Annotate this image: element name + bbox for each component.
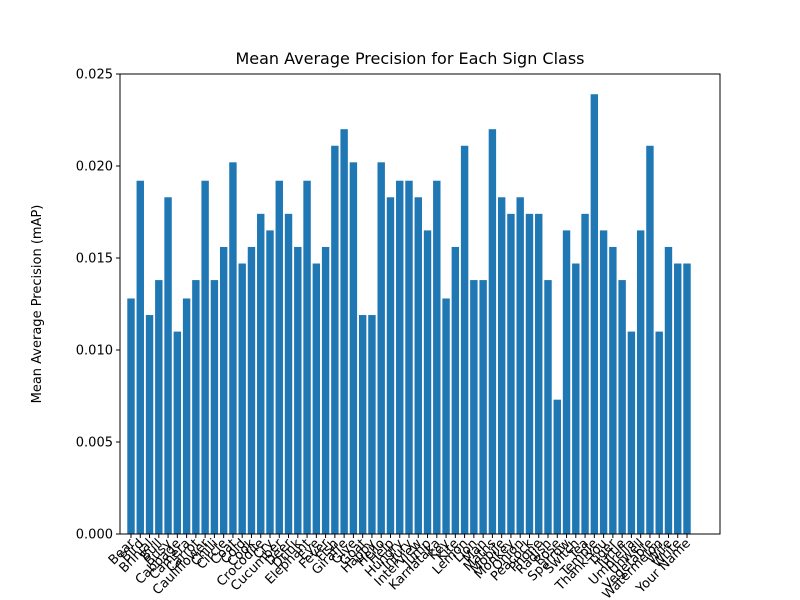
bar bbox=[386, 197, 395, 534]
y-tick-label: 0.020 bbox=[76, 160, 113, 175]
bar bbox=[497, 197, 506, 534]
bar bbox=[572, 263, 580, 534]
bar bbox=[414, 197, 422, 534]
y-tick-label: 0.025 bbox=[76, 68, 113, 83]
bar bbox=[266, 230, 274, 534]
bar bbox=[358, 315, 367, 534]
bar bbox=[349, 162, 358, 534]
bar bbox=[247, 246, 256, 534]
bar bbox=[655, 331, 663, 534]
bar bbox=[396, 180, 404, 534]
bar bbox=[470, 280, 478, 534]
bar bbox=[525, 213, 534, 534]
bar bbox=[674, 263, 682, 534]
bar bbox=[553, 399, 561, 534]
bar bbox=[284, 213, 293, 534]
bar bbox=[609, 246, 617, 534]
bar bbox=[581, 213, 589, 534]
plot-frame bbox=[119, 73, 721, 535]
bar bbox=[303, 180, 311, 534]
bar bbox=[192, 280, 200, 534]
bar bbox=[275, 180, 283, 534]
bar bbox=[127, 298, 135, 534]
bar bbox=[331, 145, 339, 534]
bar bbox=[164, 197, 172, 534]
bar bbox=[479, 280, 487, 534]
bar bbox=[488, 129, 497, 534]
bar bbox=[646, 145, 654, 534]
y-tick-label: 0.005 bbox=[76, 436, 113, 451]
y-tick-label: 0.000 bbox=[76, 528, 113, 543]
bar bbox=[136, 180, 144, 534]
bar bbox=[294, 246, 302, 534]
bar bbox=[516, 197, 524, 534]
bar bbox=[599, 230, 608, 534]
bar bbox=[312, 263, 321, 534]
bar bbox=[442, 298, 450, 534]
bar bbox=[544, 280, 552, 534]
bar bbox=[405, 180, 413, 534]
bar bbox=[590, 94, 599, 535]
bar bbox=[340, 129, 348, 534]
bar bbox=[423, 230, 432, 534]
bar bbox=[535, 213, 543, 534]
bar bbox=[368, 315, 376, 534]
bar bbox=[210, 280, 219, 534]
bar bbox=[257, 213, 265, 534]
bar bbox=[460, 145, 469, 534]
y-axis-label: Mean Average Precision (mAP) bbox=[30, 205, 45, 404]
bar bbox=[636, 230, 645, 534]
bar bbox=[155, 280, 163, 534]
bar bbox=[507, 213, 515, 534]
bar bbox=[664, 246, 673, 534]
bar bbox=[145, 315, 154, 534]
bar bbox=[321, 246, 330, 534]
bar bbox=[562, 230, 571, 534]
bar bbox=[683, 263, 691, 534]
bar bbox=[219, 246, 228, 534]
bar bbox=[433, 180, 441, 534]
bar bbox=[377, 162, 385, 534]
bar bbox=[201, 180, 209, 534]
bar bbox=[618, 280, 626, 534]
bar bbox=[229, 162, 237, 534]
y-tick-label: 0.010 bbox=[76, 344, 113, 359]
bar bbox=[182, 298, 191, 534]
y-tick-label: 0.015 bbox=[76, 252, 113, 267]
bar bbox=[238, 263, 246, 534]
bar bbox=[173, 331, 182, 534]
bar bbox=[451, 246, 460, 534]
chart-title: Mean Average Precision for Each Sign Cla… bbox=[235, 49, 584, 68]
bar bbox=[627, 331, 636, 534]
